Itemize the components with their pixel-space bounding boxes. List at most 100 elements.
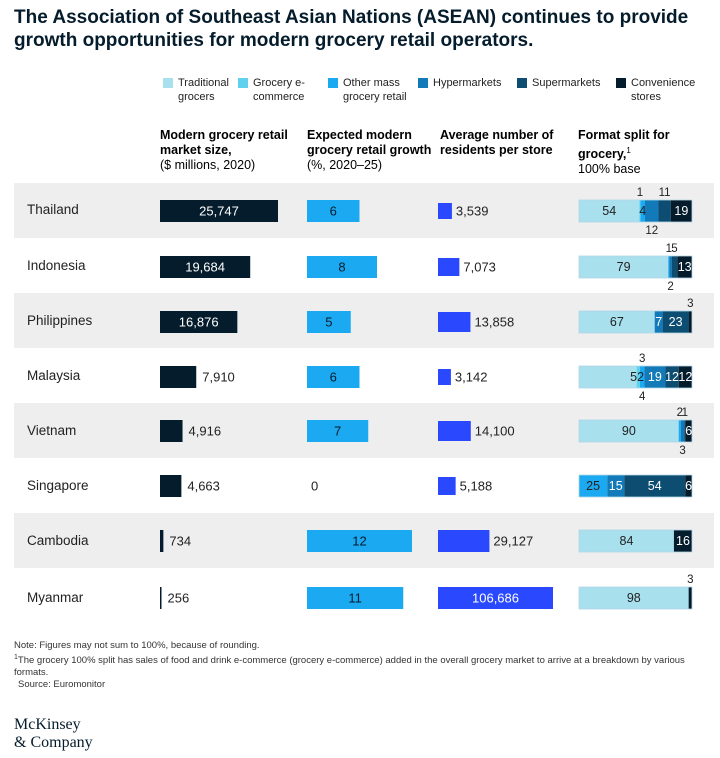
split-seg-indonesia-0 [579,256,669,278]
split-seg-philippines-0 [579,311,655,333]
note-footnote: 1The grocery 100% split has sales of foo… [14,652,714,679]
split-seg-thailand-3 [645,200,659,222]
split-seg-myanmar-0 [579,587,689,609]
split-label-thailand-1: 1 [637,187,643,199]
split-label-myanmar-1: 3 [687,574,693,586]
split-label-indonesia-1: 1 [666,243,672,255]
logo-line-1: McKinsey [14,716,81,733]
split-seg-malaysia-4 [644,366,666,388]
market-label-indonesia: 19,684 [185,260,225,275]
split-seg-indonesia-5 [677,256,692,278]
split-label-singapore-0: 25 [586,479,600,493]
growth-label-malaysia: 6 [330,370,337,385]
growth-label-indonesia: 8 [338,260,345,275]
header-format-split-title: Format split for grocery,1 [578,128,708,162]
legend-label-hypermarkets: Hypermarkets [433,77,502,89]
market-label-myanmar: 256 [168,591,190,606]
split-label-malaysia-2: 4 [639,391,646,403]
split-seg-malaysia-2 [636,366,640,388]
growth-bar-indonesia [307,256,377,278]
split-seg-malaysia-3 [639,366,645,388]
split-label-malaysia-3: 19 [648,370,662,384]
header-market-size: Modern grocery retail market size, ($ mi… [160,128,300,173]
split-label-cambodia-0: 84 [620,534,634,548]
growth-bar-thailand [307,200,360,222]
split-seg-philippines-5 [688,311,692,333]
market-label-singapore: 4,663 [187,479,220,494]
market-bar-cambodia [160,530,164,552]
market-bar-thailand [160,200,278,222]
legend-label-ecommerce: Grocery e-commerce [253,77,305,103]
header-market-size-title: Modern grocery retail market size, [160,128,288,157]
split-label-thailand-4: 11 [659,187,671,199]
split-seg-thailand-2 [640,200,646,222]
header-format-split-sub: 100% base [578,162,641,177]
split-seg-thailand-5 [670,200,692,222]
header-growth-title: Expected modern grocery retail growth [307,128,432,157]
header-format-split-label: Format split for grocery, [578,128,670,162]
market-bar-vietnam [160,420,183,442]
split-label-malaysia-0: 52 [630,370,644,384]
split-label-thailand-5: 19 [674,204,688,218]
residents-label-myanmar: 106,686 [472,591,519,606]
split-seg-vietnam-5 [685,420,692,442]
split-label-malaysia-4: 12 [665,370,679,384]
mckinsey-logo: McKinsey & Company [14,716,93,752]
residents-bar-vietnam [438,421,471,441]
growth-label-vietnam: 7 [334,424,341,439]
split-frame-myanmar [578,586,693,610]
split-seg-indonesia-4 [671,256,678,278]
split-seg-singapore-3 [579,475,608,497]
country-indonesia: Indonesia [27,258,86,273]
split-seg-singapore-4 [607,475,625,497]
header-market-size-sub: ($ millions, 2020) [160,158,256,172]
split-label-thailand-0: 54 [602,204,616,218]
split-label-indonesia-0: 79 [617,260,631,274]
market-bar-myanmar [160,587,162,609]
country-singapore: Singapore [27,478,89,493]
legend-label-supermarkets: Supermarkets [532,77,601,89]
legend-swatch-traditional [163,78,173,88]
growth-bar-philippines [307,311,351,333]
split-label-thailand-2: 4 [639,204,646,218]
residents-label-malaysia: 3,142 [455,370,488,385]
growth-label-philippines: 5 [325,315,332,330]
legend-label-convenience: Convenience stores [631,77,696,103]
split-label-philippines-3: 3 [687,298,693,310]
legend-label-other-mass: Other mass grocery retail [343,77,407,103]
market-label-thailand: 25,747 [199,204,239,219]
split-label-philippines-1: 7 [655,315,662,329]
residents-bar-myanmar [438,587,553,609]
split-frame-vietnam [578,419,693,443]
residents-bar-indonesia [438,258,460,276]
residents-label-singapore: 5,188 [460,479,493,494]
split-seg-vietnam-2 [678,420,681,442]
market-label-vietnam: 4,916 [189,424,222,439]
split-seg-cambodia-0 [579,530,674,552]
market-bar-philippines [160,311,238,333]
split-label-indonesia-3: 5 [671,243,677,255]
split-seg-singapore-5 [624,475,686,497]
market-bar-malaysia [160,366,197,388]
country-philippines: Philippines [27,313,93,328]
split-label-cambodia-1: 16 [676,534,690,548]
split-seg-thailand-1 [639,200,641,222]
growth-bar-myanmar [307,587,404,609]
split-label-indonesia-4: 13 [678,260,692,274]
growth-bar-malaysia [307,366,360,388]
split-label-vietnam-1: 2 [677,407,683,419]
header-format-split: Format split for grocery,1 100% base [578,128,708,177]
growth-label-singapore: 0 [311,479,318,494]
split-label-malaysia-5: 12 [678,370,692,384]
split-label-singapore-3: 6 [685,479,692,493]
split-label-indonesia-2: 2 [667,281,673,293]
market-label-philippines: 16,876 [179,315,219,330]
residents-label-indonesia: 7,073 [463,260,496,275]
split-frame-singapore [578,474,693,498]
split-seg-vietnam-0 [579,420,679,442]
residents-label-thailand: 3,539 [456,204,489,219]
split-seg-vietnam-3 [680,420,685,442]
split-frame-philippines [578,310,693,334]
header-growth: Expected modern grocery retail growth (%… [307,128,437,173]
